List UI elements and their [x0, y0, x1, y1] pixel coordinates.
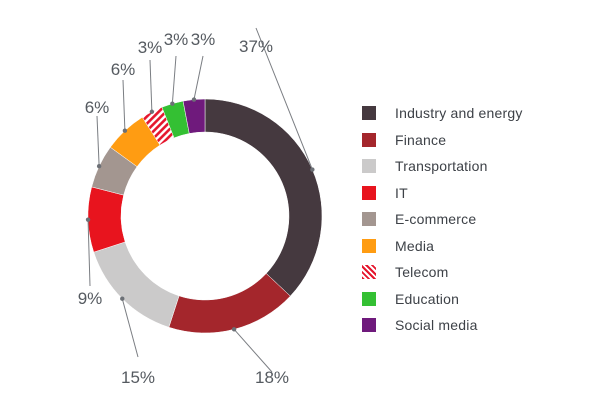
- leader-dot: [96, 163, 102, 169]
- leader-dot: [191, 97, 197, 102]
- legend-swatch: [362, 159, 376, 174]
- legend-item: Industry and energy: [362, 100, 523, 127]
- leader-dot: [122, 128, 128, 133]
- legend-label: Education: [395, 290, 460, 307]
- leader-dot: [310, 167, 315, 172]
- legend-label: Finance: [395, 131, 447, 148]
- value-labels-group: 37%18%15%9%6%6%3% 3% 3%: [78, 30, 289, 387]
- legend-item: Social media: [362, 312, 523, 339]
- legend-swatch: [362, 185, 376, 200]
- legend-item: E-commerce: [362, 206, 523, 233]
- legend-item: Telecom: [362, 259, 523, 286]
- legend-label: Industry and energy: [395, 105, 523, 122]
- leader-line: [121, 298, 139, 358]
- leader-line: [149, 59, 153, 112]
- legend-item: IT: [362, 180, 523, 207]
- leader-line: [193, 55, 204, 100]
- legend-item: Finance: [362, 127, 523, 154]
- legend-label: IT: [395, 184, 408, 201]
- leader-dot: [231, 327, 237, 332]
- value-label: 6%: [111, 60, 136, 79]
- value-label: 3%: [191, 30, 216, 49]
- leader-dot: [85, 217, 91, 222]
- value-label: 37%: [239, 37, 273, 56]
- slice-social-media: [182, 98, 206, 134]
- legend-item: Education: [362, 286, 523, 313]
- slice-industry-and-energy: [204, 98, 323, 297]
- leader-dot: [149, 109, 155, 114]
- slice-it: [87, 186, 126, 253]
- value-label: 6%: [85, 98, 110, 117]
- leader-dot: [170, 101, 175, 106]
- legend-swatch: [362, 265, 376, 280]
- leader-lines-group: [85, 27, 315, 373]
- leader-line: [96, 115, 100, 167]
- leader-line: [255, 27, 313, 170]
- leader-dot: [120, 296, 125, 301]
- value-label: 9%: [78, 289, 103, 308]
- slice-transportation: [93, 241, 180, 328]
- legend-swatch: [362, 318, 376, 333]
- legend-label: Telecom: [395, 264, 449, 281]
- value-label: 3%: [164, 30, 189, 49]
- leader-line: [87, 219, 91, 287]
- legend-label: Transportation: [395, 158, 488, 175]
- slices-group: [87, 98, 323, 334]
- value-label: 15%: [121, 368, 155, 387]
- value-label: 3%: [138, 38, 163, 57]
- legend-swatch: [362, 212, 376, 227]
- leader-line: [171, 55, 177, 104]
- legend-item: Media: [362, 233, 523, 260]
- legend: Industry and energy Finance Transportation…: [362, 100, 523, 339]
- leader-line: [233, 328, 273, 373]
- legend-label: Social media: [395, 317, 478, 334]
- legend-item: Transportation: [362, 153, 523, 180]
- legend-swatch: [362, 291, 376, 306]
- legend-swatch: [362, 132, 376, 147]
- legend-label: Media: [395, 237, 435, 254]
- legend-label: E-commerce: [395, 211, 477, 228]
- slice-finance: [168, 273, 291, 334]
- value-label: 18%: [255, 368, 289, 387]
- legend-swatch: [362, 106, 376, 121]
- legend-swatch: [362, 238, 376, 253]
- leader-line: [122, 79, 126, 131]
